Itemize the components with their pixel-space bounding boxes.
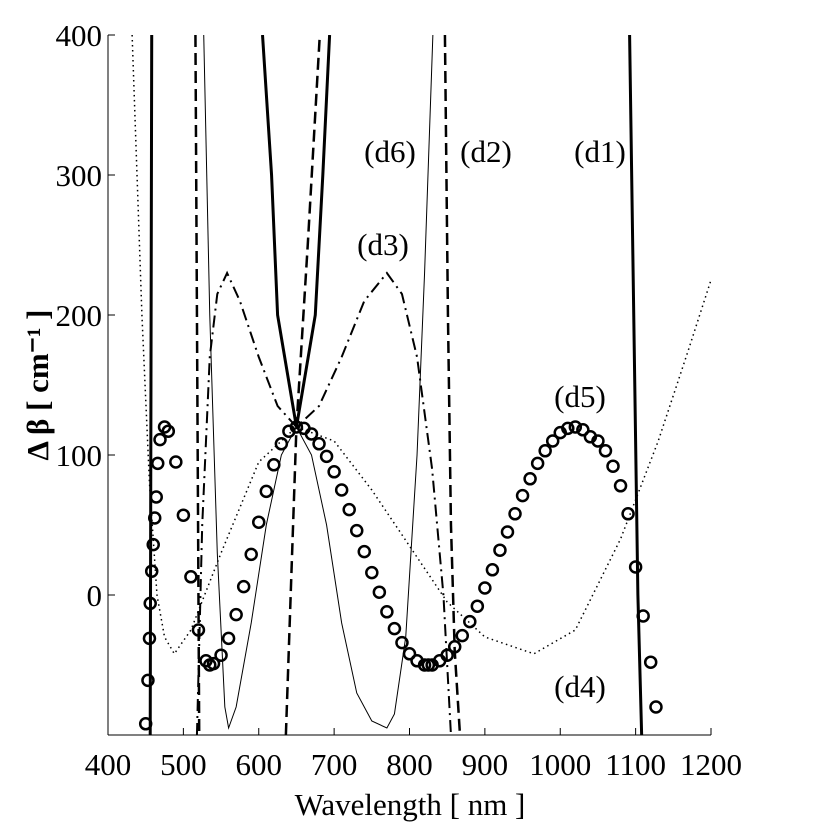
data-point	[342, 502, 356, 517]
data-point	[146, 537, 160, 552]
data-point	[161, 424, 176, 438]
data-point	[530, 456, 545, 471]
data-point	[470, 599, 485, 613]
data-point	[153, 432, 167, 447]
data-point	[598, 444, 613, 458]
data-point	[169, 455, 183, 469]
series-line	[203, 35, 434, 730]
series-label: (d3)	[357, 227, 409, 262]
data-point	[327, 465, 341, 479]
data-point	[523, 472, 537, 486]
y-tick-label: 300	[56, 158, 103, 193]
y-tick-label: 0	[87, 578, 103, 613]
data-point	[319, 449, 334, 464]
data-point	[606, 459, 620, 473]
data-point	[463, 614, 477, 629]
data-point	[267, 458, 281, 472]
data-point	[334, 483, 349, 497]
x-tick-label: 400	[85, 747, 132, 782]
series-label: (d4)	[554, 669, 606, 704]
x-tick-label: 800	[386, 747, 433, 782]
y-tick-label: 400	[56, 18, 103, 53]
data-point	[628, 560, 643, 574]
data-point	[568, 420, 583, 434]
data-point	[184, 570, 198, 584]
data-point	[304, 427, 319, 441]
data-point	[613, 479, 628, 493]
series-line	[195, 270, 452, 735]
data-point	[493, 543, 507, 557]
data-point	[561, 421, 575, 436]
data-point	[621, 507, 635, 521]
x-tick-label: 600	[236, 747, 283, 782]
data-point	[141, 673, 155, 688]
data-point	[206, 656, 221, 671]
data-point	[372, 585, 387, 599]
data-point	[142, 631, 157, 646]
series-label: (d1)	[574, 134, 626, 169]
data-point	[144, 564, 159, 578]
x-tick-label: 1000	[529, 747, 591, 782]
data-point	[289, 420, 304, 434]
data-point	[229, 607, 243, 622]
data-point	[176, 508, 191, 522]
data-point	[138, 717, 153, 731]
data-point	[147, 511, 162, 525]
data-point	[349, 523, 364, 538]
y-axis-label: Δ β [ cm⁻¹ ]	[20, 310, 55, 461]
data-point	[538, 444, 552, 458]
series-label: (d2)	[460, 134, 512, 169]
data-point	[365, 565, 379, 580]
series-line	[131, 35, 711, 656]
data-point	[478, 581, 492, 595]
data-point	[447, 640, 462, 654]
series-label: (d6)	[364, 134, 416, 169]
data-point	[485, 563, 500, 577]
data-point	[649, 700, 663, 714]
data-point	[395, 635, 409, 650]
data-point	[515, 488, 530, 503]
data-point	[357, 544, 372, 559]
data-point	[150, 456, 165, 471]
data-point	[380, 605, 394, 619]
plot-area	[131, 35, 711, 735]
data-point	[643, 655, 658, 669]
data-point	[500, 525, 515, 539]
data-point	[576, 423, 590, 437]
x-tick-label: 900	[462, 747, 509, 782]
data-point	[636, 609, 650, 623]
x-tick-label: 700	[311, 747, 358, 782]
x-tick-label: 1200	[680, 747, 742, 782]
data-point	[387, 621, 402, 636]
data-point	[455, 628, 470, 643]
data-point	[214, 648, 228, 662]
y-tick-label: 200	[56, 298, 103, 333]
x-tick-label: 1100	[605, 747, 666, 782]
data-point	[312, 437, 326, 451]
series-label: (d5)	[554, 379, 606, 414]
series-line	[194, 35, 462, 735]
data-point	[236, 579, 251, 594]
data-point	[545, 434, 560, 448]
data-point	[508, 507, 522, 521]
data-point	[244, 547, 258, 562]
x-axis-label: Wavelength [ nm ]	[295, 787, 526, 822]
data-point	[402, 647, 417, 661]
data-point	[591, 434, 605, 448]
x-tick-label: 500	[160, 747, 207, 782]
data-point	[191, 623, 206, 637]
data-point	[143, 596, 157, 611]
data-point	[149, 490, 163, 504]
data-point	[252, 515, 266, 529]
data-point	[259, 484, 274, 499]
data-point	[440, 648, 454, 662]
y-tick-label: 100	[56, 438, 103, 473]
data-point	[221, 631, 236, 646]
